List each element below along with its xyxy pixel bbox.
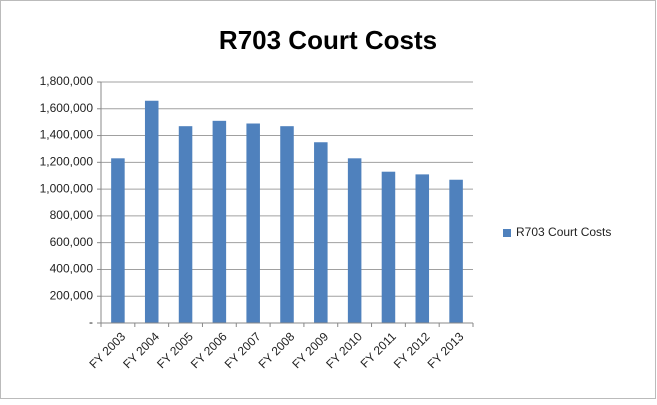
bar [246, 123, 260, 323]
y-tick-label: 1,000,000 [40, 181, 94, 195]
legend-swatch [503, 229, 511, 237]
y-tick-label: 1,600,000 [40, 101, 94, 115]
chart-title: R703 Court Costs [219, 25, 437, 55]
y-tick-label: 1,400,000 [40, 128, 94, 142]
y-tick-label: 1,800,000 [40, 74, 94, 88]
bar [144, 100, 159, 323]
bar [381, 171, 396, 323]
bar [178, 126, 193, 323]
legend-label: R703 Court Costs [516, 225, 611, 239]
bar [347, 158, 362, 323]
y-tick-label: 1,200,000 [40, 155, 94, 169]
bar [280, 126, 294, 323]
bar [449, 179, 463, 323]
y-tick-label: 600,000 [50, 235, 94, 249]
bar [212, 120, 227, 323]
bar [415, 174, 430, 323]
y-tick-label: 800,000 [50, 208, 94, 222]
y-tick-label: - [89, 315, 93, 329]
bar [111, 158, 125, 323]
y-tick-label: 200,000 [50, 288, 94, 302]
y-tick-label: 400,000 [50, 262, 94, 276]
bar [314, 142, 328, 323]
